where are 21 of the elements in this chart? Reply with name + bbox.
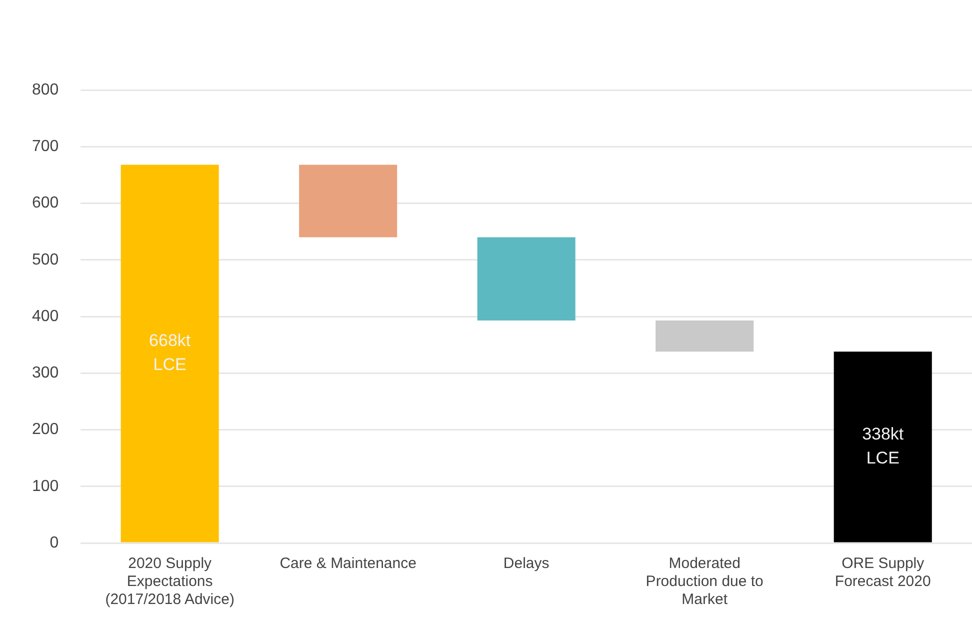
bar (834, 352, 932, 542)
y-tick-label: 100 (32, 478, 59, 495)
y-tick-label: 500 (32, 251, 59, 268)
bar (120, 164, 219, 542)
x-tick-label: Care & Maintenance (280, 555, 416, 572)
data-label: 668kt LCE (149, 331, 191, 374)
y-tick-label: 300 (32, 364, 59, 382)
y-tick-label: 200 (32, 421, 59, 438)
x-tick-label: 2020 Supply Expectations (2017/2018 Advice) (105, 555, 234, 608)
y-tick-label: 0 (50, 534, 59, 552)
y-tick-label: 400 (32, 308, 59, 325)
data-label: 338kt LCE (862, 424, 904, 468)
bar (656, 320, 754, 352)
x-tick-label: ORE Supply Forecast 2020 (834, 555, 931, 590)
y-tick-label: 600 (32, 194, 59, 212)
bar (299, 164, 398, 238)
x-tick-label: Delays (503, 555, 550, 572)
bar (477, 237, 576, 320)
x-tick-label: Moderated Production due to Market (646, 555, 764, 608)
y-tick-label: 700 (32, 138, 59, 156)
y-tick-label: 800 (32, 81, 59, 98)
